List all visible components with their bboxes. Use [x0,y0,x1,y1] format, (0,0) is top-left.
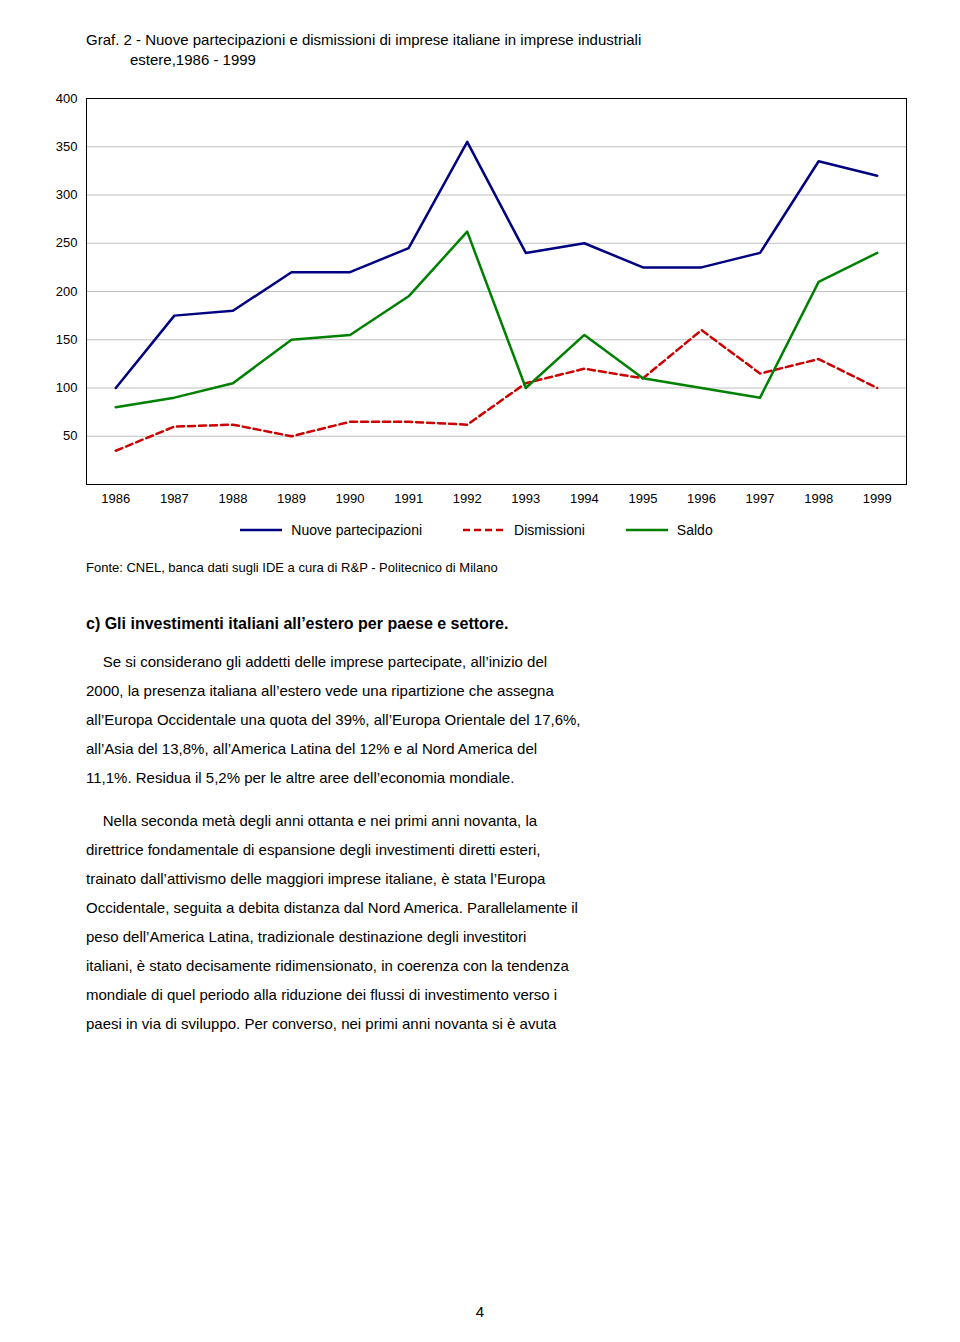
html-text:mondiale di quel periodo alla: mondiale di quel periodo alla riduzione … [86,986,558,1003]
html-text:4: 4 [475,1303,485,1320]
html-text:c) Gli investimenti italiani a: c) Gli investimenti italiani all’estero … [86,615,509,632]
svg-text:400: 400 [56,91,78,106]
svg-text:1986: 1986 [101,491,130,506]
svg-text:1988: 1988 [218,491,247,506]
html-text:Se si considerano gli addetti: Se si considerano gli addetti delle impr… [86,653,548,670]
html-text:all’Europa Occidentale una quo: all’Europa Occidentale una quota del 39%… [86,711,581,728]
html-text:estere,1986 - 1999: estere,1986 - 1999 [130,51,256,68]
svg-text:150: 150 [56,332,78,347]
svg-text:1996: 1996 [687,491,716,506]
html-text:trainato dall’attivismo delle: trainato dall’attivismo delle maggiori i… [86,870,546,887]
html-text:Occidentale, seguita a debita: Occidentale, seguita a debita distanza d… [86,899,578,916]
html-text:2000, la presenza italiana all: 2000, la presenza italiana all’estero ve… [86,682,554,699]
html-text:italiani, è stato decisamente: italiani, è stato decisamente ridimensio… [86,957,569,974]
svg-text:1987: 1987 [160,491,189,506]
svg-text:1989: 1989 [277,491,306,506]
svg-text:50: 50 [63,428,77,443]
svg-text:200: 200 [56,284,78,299]
svg-text:1991: 1991 [394,491,423,506]
html-text:all’Asia del 13,8%, all’Americ: all’Asia del 13,8%, all’America Latina d… [86,740,538,757]
svg-text:1998: 1998 [804,491,833,506]
html-text:paesi in via di sviluppo. Per: paesi in via di sviluppo. Per converso, … [86,1015,557,1032]
html-text:Nuove partecipazioni: Nuove partecipazioni [291,522,423,538]
svg-text:1993: 1993 [511,491,540,506]
svg-text:1999: 1999 [863,491,892,506]
html-text:Saldo: Saldo [676,522,713,538]
svg-text:1990: 1990 [336,491,365,506]
html-text:Dismissioni: Dismissioni [514,522,585,538]
html-text:Fonte: CNEL, banca dati sugli: Fonte: CNEL, banca dati sugli IDE a cura… [86,560,498,575]
svg-text:1995: 1995 [628,491,657,506]
html-text:Nella seconda metà degli anni: Nella seconda metà degli anni ottanta e … [86,812,538,829]
html-text:Graf. 2 - Nuove partecipazioni: Graf. 2 - Nuove partecipazioni e dismiss… [86,31,642,48]
svg-text:350: 350 [56,139,78,154]
svg-text:300: 300 [56,187,78,202]
svg-text:1994: 1994 [570,491,599,506]
html-text:11,1%. Residua il 5,2% per le: 11,1%. Residua il 5,2% per le altre aree… [86,769,515,786]
svg-text:1997: 1997 [746,491,775,506]
svg-text:250: 250 [56,235,78,250]
svg-text:100: 100 [56,380,78,395]
svg-text:1992: 1992 [453,491,482,506]
html-text:peso dell’America Latina, trad: peso dell’America Latina, tradizionale d… [86,928,527,945]
html-text:direttrice fondamentale di esp: direttrice fondamentale di espansione de… [86,841,541,858]
